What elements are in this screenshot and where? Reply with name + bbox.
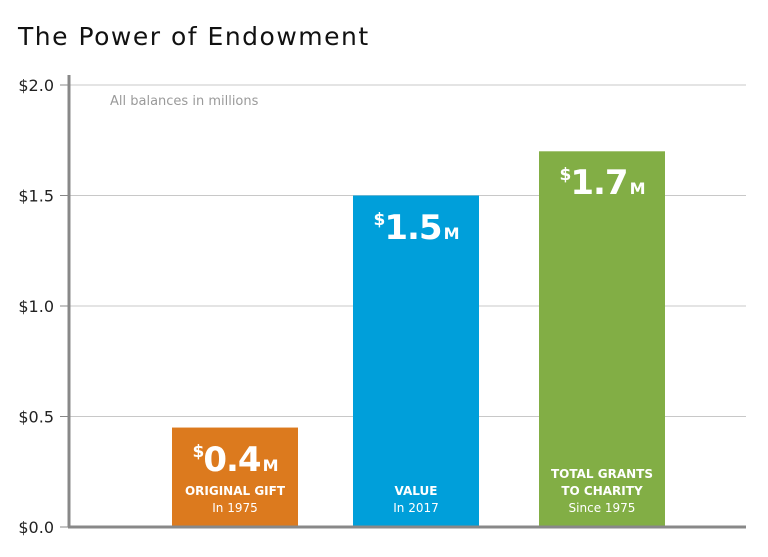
category-label: VALUE In 2017 — [393, 484, 439, 515]
bar — [539, 151, 665, 528]
category-label: ORIGINAL GIFT In 1975 — [184, 484, 286, 515]
y-tick-label: $1.0 — [18, 297, 54, 316]
data-label: $0.4 M — [192, 439, 279, 480]
y-tick-label: $0.5 — [18, 408, 54, 427]
y-tick-label: $1.5 — [18, 187, 54, 206]
chart-annotation: All balances in millions — [110, 94, 259, 109]
data-label: $1.5 M — [373, 207, 460, 248]
chart-title: The Power of Endowment — [18, 22, 370, 51]
bar — [353, 195, 479, 527]
y-tick-label: $0.0 — [18, 518, 54, 537]
y-tick-label: $2.0 — [18, 76, 54, 95]
bar — [172, 427, 298, 527]
category-label: TOTAL GRANTS TO CHARITY Since 1975 — [551, 467, 653, 515]
data-label: $1.7 M — [559, 163, 646, 204]
